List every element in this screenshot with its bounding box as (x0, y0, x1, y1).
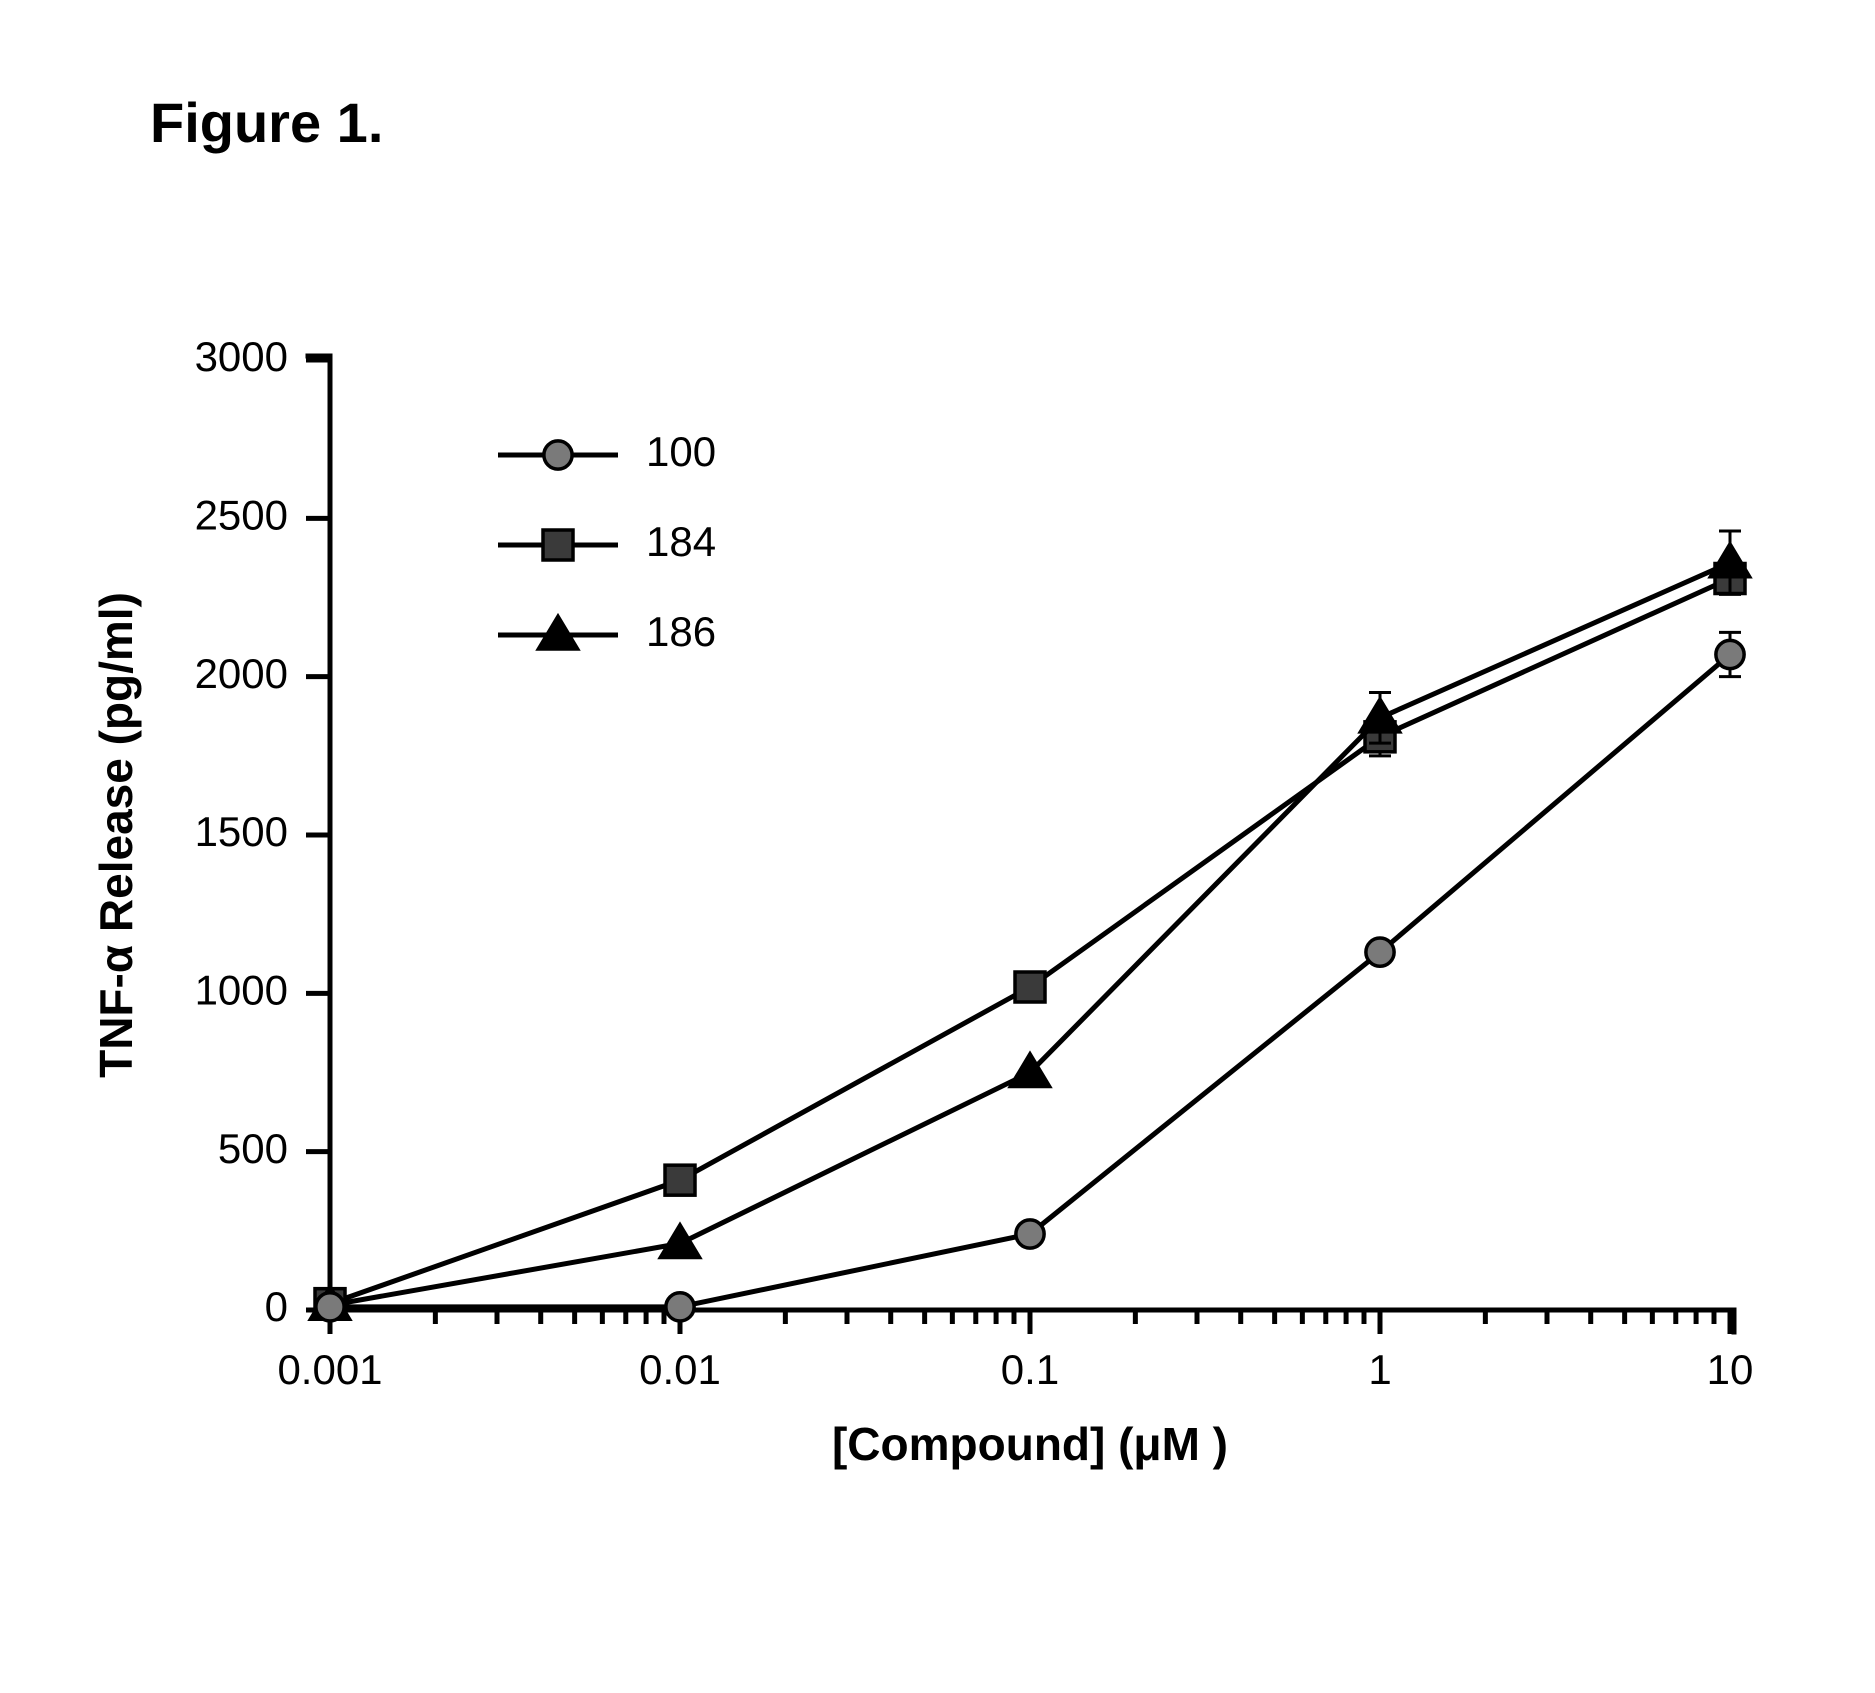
svg-text:3000: 3000 (195, 333, 288, 380)
figure-title: Figure 1. (150, 90, 383, 155)
svg-text:[Compound] (μM ): [Compound] (μM ) (832, 1418, 1228, 1470)
svg-text:0.1: 0.1 (1001, 1346, 1059, 1393)
svg-text:0: 0 (265, 1283, 288, 1330)
legend-label: 100 (646, 428, 716, 475)
figure-container: Figure 1. 0500100015002000250030000.0010… (0, 0, 1875, 1693)
svg-text:500: 500 (218, 1125, 288, 1172)
svg-text:2500: 2500 (195, 491, 288, 538)
svg-text:10: 10 (1707, 1346, 1754, 1393)
chart: 0 500 1000 1500 2000 2500 3000 0.001 0.01 0.1 1 10 T… (0, 0, 1875, 1693)
svg-text:0.001: 0.001 (277, 1346, 382, 1393)
svg-text:2000: 2000 (195, 650, 288, 697)
svg-text:0.01: 0.01 (639, 1346, 721, 1393)
svg-text:1000: 1000 (195, 966, 288, 1013)
svg-text:1: 1 (1368, 1346, 1391, 1393)
legend-label: 186 (646, 608, 716, 655)
svg-text:1500: 1500 (195, 808, 288, 855)
legend-label: 184 (646, 518, 716, 565)
svg-text:TNF-α Release (pg/ml): TNF-α Release (pg/ml) (90, 592, 142, 1078)
